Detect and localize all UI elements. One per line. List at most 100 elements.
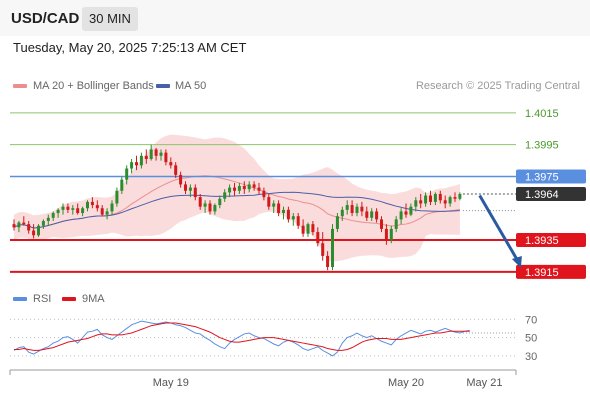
candle-body [380,219,383,229]
support-label-box [516,233,586,248]
last-price-label-box [516,186,586,201]
rsi-ma-line [14,322,470,351]
candle-body [100,208,104,215]
candle-body [365,211,369,218]
candle-body [32,230,36,236]
rsi-ma-legend-swatch [62,297,76,301]
candle-body [384,228,388,241]
x-tick-label: May 19 [153,377,189,389]
candle-body [27,224,31,231]
candle-body [228,187,232,193]
candle-body [242,186,246,190]
timeframe-button[interactable]: 30 MIN [82,7,138,31]
candle-body [188,187,192,191]
ma50-legend-label: MA 50 [175,80,207,92]
candle-body [184,184,187,191]
candle-body [208,203,212,212]
candle-body [414,200,418,207]
top-bar: USD/CAD 30 MIN [0,0,590,36]
candle-body [12,224,16,228]
candle-body [326,255,330,268]
candle-body [198,197,202,207]
candle-body [443,200,447,204]
candle-body [66,206,70,210]
candle-body [458,193,462,199]
candle-body [218,198,222,206]
candle-body [252,184,256,188]
candle-body [296,216,300,226]
candle-body [174,165,178,175]
candle-body [233,187,236,191]
last-price-label: 1.3964 [525,189,559,201]
x-tick-label: May 20 [388,377,424,389]
candle-body [375,211,379,220]
candle-body [350,205,354,214]
candle-body [394,219,398,229]
candle-body [37,225,40,236]
candle-body [267,197,271,207]
candle-body [51,213,55,218]
candle-body [90,201,94,206]
symbol-title: USD/CAD [11,10,80,27]
candle-body [213,205,217,212]
chart-datetime: Tuesday, May 20, 2025 7:25:13 AM CET [13,40,247,55]
candle-body [71,208,75,210]
pivot-label: 1.3975 [525,171,559,183]
candle-body [257,187,261,191]
candle-body [277,203,281,214]
candle-body [125,168,129,180]
candle-body [46,217,50,221]
rsi-tick-label: 30 [525,351,537,363]
candle-body [139,155,143,166]
resistance-label: 1.4015 [525,108,559,120]
candle-body [360,206,364,212]
candle-body [149,149,153,159]
support-label: 1.3915 [525,267,559,279]
pivot-label-box [516,169,586,184]
candle-body [282,209,285,214]
candle-body [345,205,349,210]
rsi-tick-label: 70 [525,314,537,326]
candle-body [419,200,423,204]
projection-arrow-head [511,256,522,269]
candle-body [424,195,428,204]
candle-body [262,190,266,198]
candle-body [105,211,109,215]
candle-body [438,193,442,201]
resistance-label: 1.3995 [525,140,559,152]
candle-body [144,155,148,159]
support-label-box [516,264,586,279]
candle-body [56,209,60,214]
candle-body [331,228,334,268]
candle-body [448,197,452,204]
candle-body [130,162,134,169]
support-label: 1.3935 [525,235,559,247]
candle-body [311,224,315,233]
candle-body [154,149,158,156]
candle-body [203,203,207,207]
candle-body [272,203,276,207]
candle-body [179,174,183,185]
candle-body [193,187,197,198]
ma50-legend-swatch [156,84,170,88]
x-tick-label: May 21 [466,377,502,389]
candle-body [453,197,457,199]
candle-body [370,211,374,218]
candle-body [316,232,320,244]
candle-body [76,208,80,214]
candle-body [286,209,290,220]
candle-body [389,228,393,241]
candle-body [340,209,344,217]
rsi-tick-label: 50 [525,333,537,345]
candle-body [169,162,173,166]
candle-body [159,152,163,156]
projection-arrow-shaft [478,194,520,262]
candle-body [404,211,408,215]
candle-body [291,216,295,220]
candle-body [306,224,310,234]
candle-body [399,211,403,220]
candle-body [433,193,437,202]
candle-body [61,206,65,210]
candle-body [301,225,305,234]
